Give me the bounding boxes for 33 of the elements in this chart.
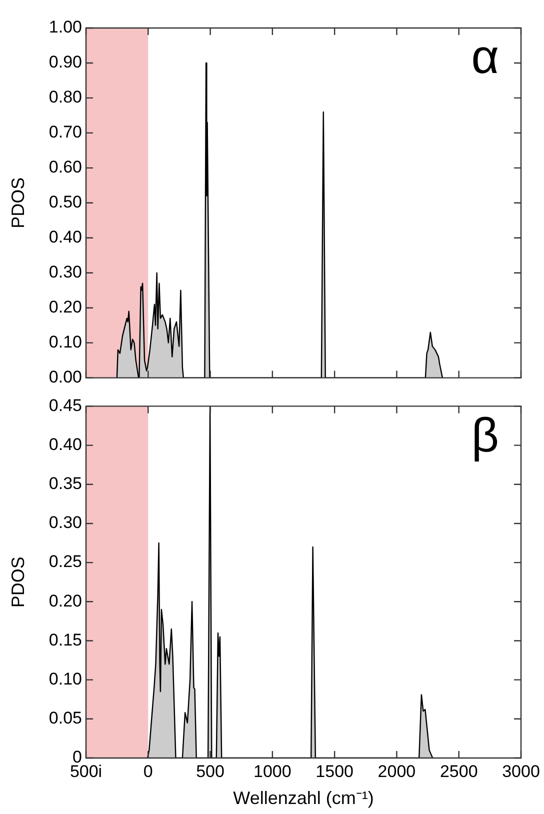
y-tick-label: 1.00 bbox=[48, 18, 82, 37]
x-tick-label: 0 bbox=[143, 762, 153, 781]
y-tick-label: 0.10 bbox=[48, 670, 82, 689]
annotation: β bbox=[471, 409, 499, 462]
y-tick-label: 0.20 bbox=[48, 591, 82, 610]
y-tick-label: 0.20 bbox=[48, 298, 82, 317]
y-tick-label: 0.25 bbox=[48, 552, 82, 572]
y-tick-label: 0.30 bbox=[48, 513, 82, 532]
y-tick-label: 0.80 bbox=[48, 88, 82, 107]
y-axis-title: PDOS bbox=[8, 177, 28, 228]
x-tick-label: 500 bbox=[196, 762, 224, 781]
y-tick-label: 0.70 bbox=[48, 122, 82, 142]
y-tick-label: 0.35 bbox=[48, 474, 82, 494]
y-axis-title: PDOS bbox=[8, 556, 28, 608]
y-tick-label: 0.50 bbox=[48, 192, 82, 212]
y-tick-label: 0.10 bbox=[48, 332, 82, 352]
y-tick-label: 0.00 bbox=[48, 367, 82, 386]
y-tick-label: 0.15 bbox=[48, 630, 82, 650]
annotation: α bbox=[471, 31, 499, 84]
y-tick-label: 0.90 bbox=[48, 52, 82, 72]
y-tick-label: 0.05 bbox=[48, 708, 82, 728]
y-tick-label: 0.40 bbox=[48, 434, 82, 454]
y-tick-label: 0.30 bbox=[48, 262, 82, 282]
x-tick-label: 2500 bbox=[440, 762, 478, 781]
x-axis-title: Wellenzahl (cm⁻¹) bbox=[233, 788, 374, 808]
x-tick-label: 1500 bbox=[316, 762, 354, 781]
x-tick-label: 500i bbox=[70, 762, 102, 781]
x-tick-label: 1000 bbox=[254, 762, 292, 781]
x-tick-label: 2000 bbox=[378, 762, 416, 781]
y-tick-label: 0.60 bbox=[48, 158, 82, 177]
y-tick-label: 0.40 bbox=[48, 228, 82, 247]
x-tick-label: 3000 bbox=[502, 762, 540, 781]
y-tick-label: 0.45 bbox=[48, 396, 82, 415]
